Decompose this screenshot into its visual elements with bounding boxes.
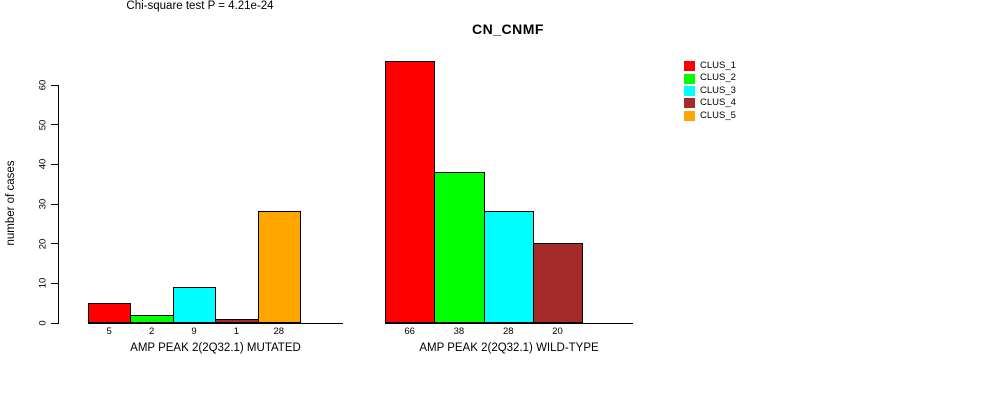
y-axis-tick <box>51 203 58 205</box>
bar-value-label: 66 <box>404 326 415 337</box>
y-axis-label: number of cases <box>5 160 17 246</box>
bar-value-label: 38 <box>453 326 465 337</box>
y-axis-tick <box>51 322 58 324</box>
bar-clus_3 <box>483 211 534 324</box>
bar-clus_2 <box>130 314 174 324</box>
bar-value-label: 9 <box>191 326 197 337</box>
legend-item: CLUS_5 <box>684 110 736 122</box>
y-tick-label: 30 <box>37 198 49 210</box>
legend: CLUS_1 CLUS_2 CLUS_3 CLUS_4 CLUS_5 <box>684 60 736 122</box>
y-axis-tick <box>51 282 58 284</box>
group-label: AMP PEAK 2(2Q32.1) MUTATED <box>130 342 301 354</box>
legend-label: CLUS_4 <box>700 97 736 109</box>
bar-clus_4 <box>215 318 259 324</box>
y-tick-label: 50 <box>37 119 49 130</box>
y-axis-tick <box>51 84 58 86</box>
legend-item: CLUS_3 <box>684 85 736 97</box>
legend-swatch <box>684 98 695 109</box>
y-axis-tick <box>51 124 58 126</box>
y-tick-label: 40 <box>37 159 49 170</box>
bar-clus_4 <box>532 243 584 324</box>
legend-label: CLUS_1 <box>700 60 736 71</box>
bar-clus_3 <box>172 286 217 324</box>
y-axis-tick <box>51 243 58 245</box>
bar-value-label: 1 <box>233 326 240 337</box>
bar-clus_5 <box>257 211 301 324</box>
chart-title: CN_CNMF <box>472 21 544 37</box>
bar-value-label: 28 <box>273 326 285 337</box>
group-label: AMP PEAK 2(2Q32.1) WILD-TYPE <box>419 342 599 354</box>
legend-label: CLUS_5 <box>700 109 736 121</box>
legend-item: CLUS_4 <box>684 97 736 109</box>
legend-swatch <box>684 85 695 96</box>
legend-swatch <box>684 110 695 121</box>
bar-value-label: 28 <box>502 326 514 337</box>
y-axis-tick <box>51 163 58 165</box>
y-tick-label: 10 <box>37 278 49 289</box>
legend-label: CLUS_2 <box>700 72 736 84</box>
bar-value-label: 2 <box>148 326 155 337</box>
y-tick-label: 20 <box>37 238 49 249</box>
bar-clus_2 <box>434 171 485 324</box>
bar-value-label: 20 <box>552 326 563 337</box>
bar-clus_1 <box>385 60 436 324</box>
legend-swatch <box>684 73 695 84</box>
legend-item: CLUS_2 <box>684 72 736 84</box>
chi-square-note: Chi-square test P = 4.21e-24 <box>126 0 274 12</box>
bar-value-label: 5 <box>106 326 112 337</box>
legend-item: CLUS_1 <box>684 60 736 72</box>
y-axis-line <box>58 84 59 324</box>
y-tick-label: 60 <box>37 79 49 91</box>
legend-label: CLUS_3 <box>700 84 736 96</box>
legend-swatch <box>684 61 695 72</box>
bar-clus_1 <box>88 302 132 324</box>
y-tick-label: 0 <box>37 320 49 326</box>
